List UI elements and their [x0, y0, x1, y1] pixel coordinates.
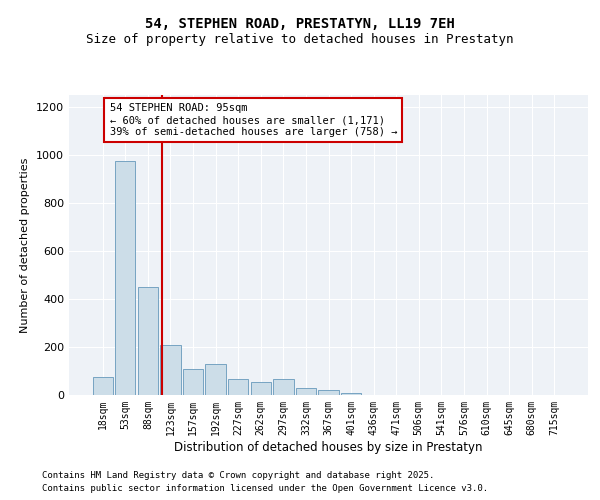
Bar [251, 382, 271, 395]
Bar [273, 380, 293, 395]
Bar [296, 388, 316, 395]
Y-axis label: Number of detached properties: Number of detached properties [20, 158, 31, 332]
Text: Size of property relative to detached houses in Prestatyn: Size of property relative to detached ho… [86, 32, 514, 46]
Bar [319, 390, 338, 395]
Bar [341, 393, 361, 395]
Bar [160, 344, 181, 395]
Bar [115, 161, 136, 395]
Text: 54 STEPHEN ROAD: 95sqm
← 60% of detached houses are smaller (1,171)
39% of semi-: 54 STEPHEN ROAD: 95sqm ← 60% of detached… [110, 104, 397, 136]
Text: Contains public sector information licensed under the Open Government Licence v3: Contains public sector information licen… [42, 484, 488, 493]
Bar [92, 377, 113, 395]
Text: 54, STEPHEN ROAD, PRESTATYN, LL19 7EH: 54, STEPHEN ROAD, PRESTATYN, LL19 7EH [145, 18, 455, 32]
Bar [228, 380, 248, 395]
Bar [138, 287, 158, 395]
Text: Contains HM Land Registry data © Crown copyright and database right 2025.: Contains HM Land Registry data © Crown c… [42, 470, 434, 480]
Bar [205, 364, 226, 395]
Bar [183, 368, 203, 395]
X-axis label: Distribution of detached houses by size in Prestatyn: Distribution of detached houses by size … [174, 440, 483, 454]
